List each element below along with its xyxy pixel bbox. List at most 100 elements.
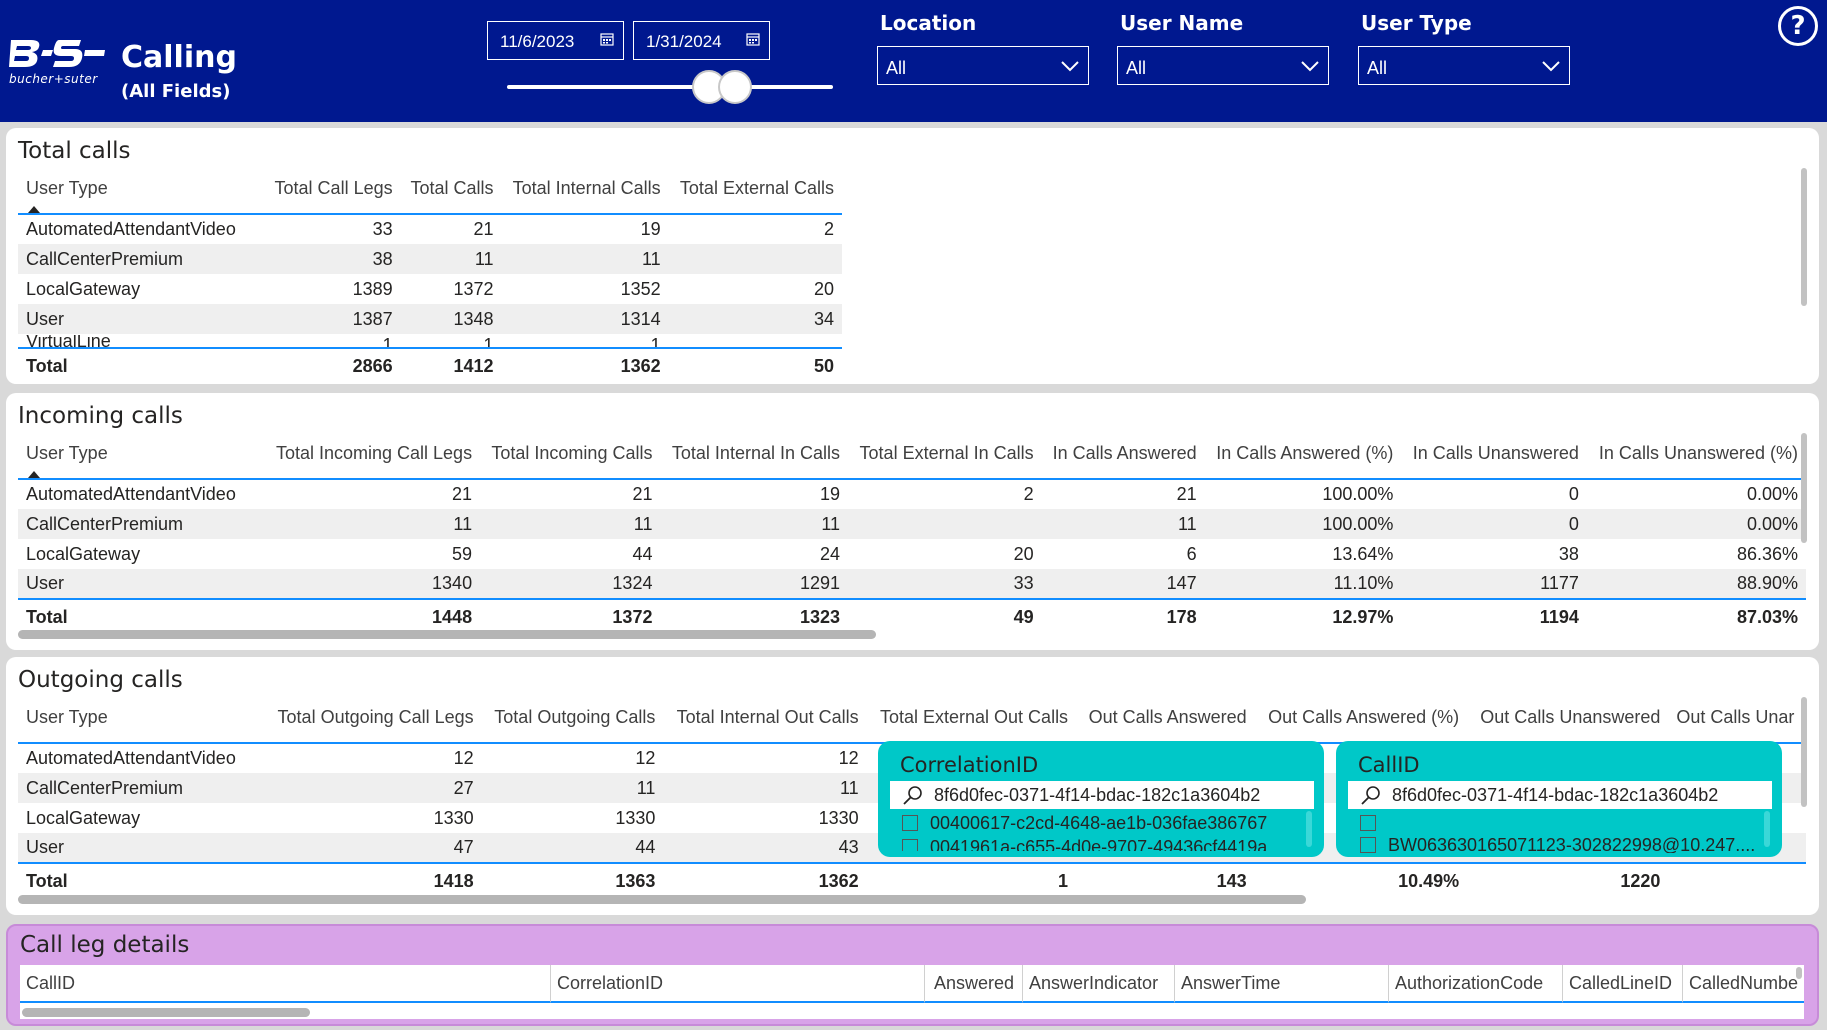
column-header[interactable]: CalledNumbe — [1682, 965, 1804, 1003]
user-name-dropdown-value: All — [1126, 58, 1147, 78]
cell: 33 — [1013, 573, 1034, 593]
table-row[interactable]: AutomatedAttendantVideo 21 21 19 2 21 100.00% 0… — [18, 479, 1806, 509]
column-header[interactable]: Total External Calls — [679, 178, 834, 198]
company-logo: bucher+suter — [9, 36, 105, 88]
call-id-search-input[interactable]: 8f6d0fec-0371-4f14-bdac-182c1a3604b2 — [1348, 781, 1772, 809]
column-header[interactable]: In Calls Answered — [1052, 443, 1197, 463]
column-header[interactable]: In Calls Answered (%) — [1216, 443, 1394, 463]
column-header[interactable]: Total Outgoing Calls — [494, 707, 656, 727]
slicer-item[interactable]: 00400617-c2cd-4648-ae1b-036fae386767 — [902, 813, 1302, 834]
date-slider-end-handle[interactable] — [718, 70, 752, 104]
column-header[interactable]: In Calls Unanswered (%) — [1598, 443, 1798, 463]
vertical-scrollbar[interactable] — [1801, 433, 1807, 543]
slicer-scrollbar[interactable] — [1306, 811, 1312, 847]
column-header[interactable]: Total External In Calls — [859, 443, 1034, 463]
checkbox[interactable] — [1360, 837, 1376, 853]
column-header-user-type[interactable]: User Type — [18, 170, 264, 214]
checkbox[interactable] — [902, 815, 918, 831]
slicer-item[interactable]: BW063630165071123-302822998@10.247.... — [1360, 835, 1760, 853]
column-header[interactable]: Out Calls Answered (%) — [1268, 707, 1460, 727]
table-row[interactable]: LocalGateway 59 44 24 20 6 13.64% 38 86.36% — [18, 539, 1806, 569]
table-total-row: Total 1418 1363 1362 1 143 10.49% 1220 — [18, 862, 1806, 899]
vertical-scrollbar[interactable] — [1801, 697, 1807, 807]
user-name-dropdown[interactable]: All — [1117, 46, 1329, 85]
table-header-row: User Type Total Incoming Call Legs Total… — [18, 435, 1806, 479]
cell: 2 — [1023, 484, 1034, 504]
date-range-slider-track[interactable] — [507, 85, 833, 89]
checkbox[interactable] — [1360, 815, 1376, 831]
cell: 0 — [1568, 484, 1579, 504]
table-header-row: User Type Total Outgoing Call Legs Total… — [18, 699, 1806, 743]
column-header[interactable]: Total Outgoing Call Legs — [277, 707, 474, 727]
table-row[interactable]: LocalGateway 1389 1372 1352 20 — [18, 274, 842, 304]
calendar-icon[interactable] — [746, 32, 760, 46]
column-header[interactable]: Out Calls Unanswered — [1480, 707, 1661, 727]
table-row[interactable]: AutomatedAttendantVideo 12 12 12 — [18, 743, 1806, 773]
table-row[interactable]: VirtualLine 1 1 1 — [18, 334, 842, 348]
cell-user-type: CallCenterPremium — [26, 513, 184, 534]
column-header[interactable]: Total External Out Calls — [879, 707, 1069, 727]
column-header[interactable]: CorrelationID — [550, 965, 924, 1003]
table-row[interactable]: AutomatedAttendantVideo 33 21 19 2 — [18, 214, 842, 244]
table-row[interactable]: CallCenterPremium 38 11 11 — [18, 244, 842, 274]
incoming-calls-title: Incoming calls — [18, 403, 183, 429]
cell: 0.00% — [1746, 484, 1798, 504]
cell: 47 — [453, 837, 474, 857]
cell-user-type: AutomatedAttendantVideo — [26, 219, 236, 239]
cell: 1220 — [1467, 862, 1669, 899]
vertical-scrollbar[interactable] — [1801, 168, 1807, 306]
call-leg-details-table: CallID CorrelationID Answered AnswerIndi… — [20, 965, 1804, 1019]
column-header[interactable]: AuthorizationCode — [1388, 965, 1562, 1003]
start-date-input[interactable]: 11/6/2023 — [487, 21, 624, 60]
vertical-scrollbar[interactable] — [1796, 967, 1802, 979]
cell: 1340 — [432, 573, 473, 593]
end-date-input[interactable]: 1/31/2024 — [633, 21, 770, 60]
column-header[interactable]: Total Internal Calls — [512, 178, 661, 198]
date-slider-start-handle[interactable] — [692, 70, 726, 104]
column-header-user-type[interactable]: User Type — [18, 435, 264, 479]
help-icon[interactable]: ? — [1778, 6, 1818, 46]
column-header[interactable]: Total Incoming Call Legs — [275, 443, 473, 463]
column-header[interactable]: Total Incoming Calls — [491, 443, 653, 463]
column-header[interactable]: Out Calls Answered — [1088, 707, 1247, 727]
cell-user-type: AutomatedAttendantVideo — [26, 748, 236, 768]
horizontal-scrollbar[interactable] — [22, 1008, 310, 1017]
slicer-item[interactable]: 0041961a-c655-4d0e-9707-49436cf4419a — [902, 837, 1302, 851]
calendar-icon[interactable] — [600, 32, 614, 46]
column-header[interactable]: CalledLineID — [1562, 965, 1682, 1003]
table-total-row: Total 1448 1372 1323 49 178 12.97% 1194 87.03% — [18, 598, 1806, 635]
table-row[interactable]: LocalGateway 1330 1330 1330 — [18, 803, 1806, 833]
correlation-id-search-input[interactable]: 8f6d0fec-0371-4f14-bdac-182c1a3604b2 — [890, 781, 1314, 809]
slicer-item[interactable] — [1360, 813, 1760, 834]
column-header-user-type[interactable]: User Type — [26, 707, 108, 727]
call-id-slicer: CallID 8f6d0fec-0371-4f14-bdac-182c1a360… — [1336, 741, 1782, 857]
column-header[interactable]: Total Internal Out Calls — [676, 707, 859, 727]
cell: 1323 — [660, 598, 848, 635]
cell: 11 — [636, 777, 656, 798]
column-header[interactable]: In Calls Unanswered — [1412, 443, 1579, 463]
column-header[interactable]: Answered — [924, 965, 1022, 1003]
cell: 10.49% — [1254, 862, 1468, 899]
chevron-down-icon — [1542, 61, 1560, 72]
horizontal-scrollbar[interactable] — [18, 895, 1306, 904]
column-header[interactable]: Total Calls — [410, 178, 494, 198]
horizontal-scrollbar[interactable] — [18, 630, 876, 639]
table-row[interactable]: CallCenterPremium 11 11 11 11 100.00% 0 0.00% — [18, 509, 1806, 539]
cell: 1362 — [663, 862, 867, 899]
column-header[interactable]: Out Calls Unar — [1676, 707, 1795, 727]
table-row[interactable]: User 1387 1348 1314 34 — [18, 304, 842, 334]
checkbox[interactable] — [902, 839, 918, 851]
location-dropdown[interactable]: All — [877, 46, 1089, 85]
table-row[interactable]: User 1340 1324 1291 33 147 11.10% 1177 88.90% — [18, 569, 1806, 599]
user-type-dropdown[interactable]: All — [1358, 46, 1570, 85]
page-subtitle: (All Fields) — [121, 81, 231, 102]
column-header[interactable]: AnswerTime — [1174, 965, 1388, 1003]
cell: 21 — [473, 219, 494, 239]
column-header[interactable]: Total Internal In Calls — [671, 443, 840, 463]
column-header[interactable]: AnswerIndicator — [1022, 965, 1174, 1003]
cell: 1372 — [480, 598, 661, 635]
slicer-scrollbar[interactable] — [1764, 811, 1770, 847]
column-header[interactable]: Total Call Legs — [274, 178, 393, 198]
outgoing-calls-title: Outgoing calls — [18, 667, 183, 693]
column-header[interactable]: CallID — [20, 965, 550, 1003]
